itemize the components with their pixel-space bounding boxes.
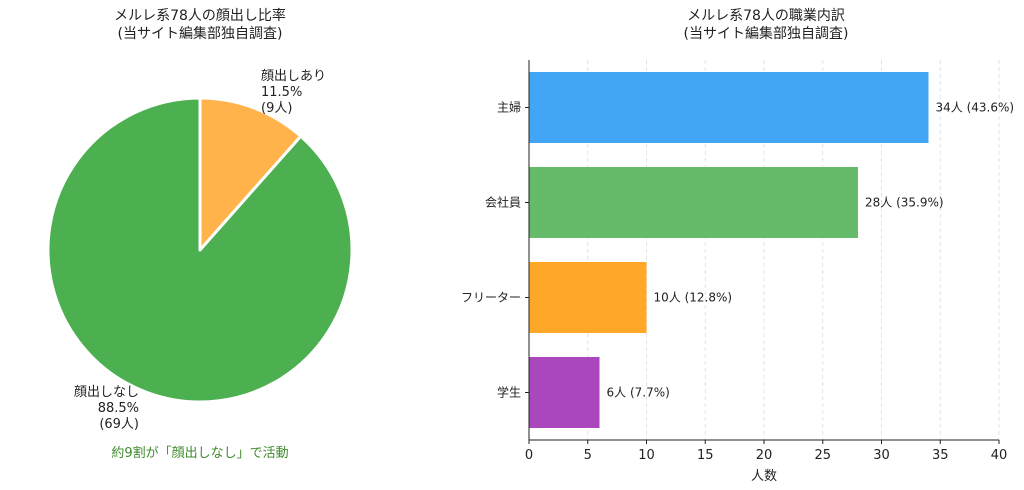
bar-2 bbox=[529, 262, 647, 333]
category-label-0: 主婦 bbox=[497, 100, 521, 115]
bar-data-label-2: 10人 (12.8%) bbox=[654, 291, 733, 305]
bar-data-label-1: 28人 (35.9%) bbox=[865, 196, 944, 210]
bar-title-line2: (当サイト編集部独自調査) bbox=[684, 25, 849, 42]
x-tick-label-0: 0 bbox=[525, 448, 533, 463]
category-label-2: フリーター bbox=[461, 291, 521, 305]
bar-data-label-0: 34人 (43.6%) bbox=[936, 101, 1015, 115]
x-axis-title: 人数 bbox=[751, 469, 777, 484]
bar-panel: メルレ系78人の職業内訳 (当サイト編集部独自調査) 34人 (43.6%) 主婦… bbox=[461, 8, 1014, 484]
pie-title-line1: メルレ系78人の顔出し比率 bbox=[114, 7, 286, 24]
slice-count-yes: (9人) bbox=[261, 101, 292, 116]
x-tick-label-5: 25 bbox=[814, 448, 831, 463]
category-label-3: 学生 bbox=[497, 385, 521, 400]
pie-slice-1 bbox=[46, 96, 354, 404]
pie-note: 約9割が「顔出しなし」で活動 bbox=[111, 445, 288, 461]
x-tick-label-6: 30 bbox=[873, 448, 890, 463]
x-tick-label-2: 10 bbox=[638, 448, 655, 463]
bar-0 bbox=[529, 72, 929, 143]
slice-pct-yes: 11.5% bbox=[261, 85, 302, 100]
x-tick-label-8: 40 bbox=[991, 448, 1008, 463]
bar-3 bbox=[529, 357, 600, 428]
x-tick-label-7: 35 bbox=[932, 448, 949, 463]
bar-bars: 34人 (43.6%) 主婦 28人 (35.9%) 会社員 10人 (12.8%) フリ… bbox=[461, 72, 1014, 428]
pie-slices bbox=[46, 96, 354, 404]
x-tick-label-1: 5 bbox=[584, 448, 592, 463]
slice-count-no: (69人) bbox=[99, 417, 139, 432]
pie-slice-0 bbox=[198, 96, 303, 252]
bar-axes: 0 5 10 15 20 25 30 35 40 bbox=[525, 60, 1007, 463]
slice-pct-no: 88.5% bbox=[98, 401, 139, 416]
slice-label-yes: 顔出しあり bbox=[261, 69, 326, 84]
category-label-1: 会社員 bbox=[485, 195, 521, 210]
pie-panel: メルレ系78人の顔出し比率 (当サイト編集部独自調査) 顔出しあり 11.5% … bbox=[46, 7, 354, 461]
x-tick-label-4: 20 bbox=[756, 448, 773, 463]
bar-title-line1: メルレ系78人の職業内訳 bbox=[687, 8, 845, 24]
slice-label-no: 顔出しなし bbox=[74, 385, 139, 400]
bar-data-label-3: 6人 (7.7%) bbox=[607, 386, 670, 400]
bar-1 bbox=[529, 167, 858, 238]
x-tick-label-3: 15 bbox=[697, 448, 714, 463]
pie-title-line2: (当サイト編集部独自調査) bbox=[118, 25, 283, 42]
